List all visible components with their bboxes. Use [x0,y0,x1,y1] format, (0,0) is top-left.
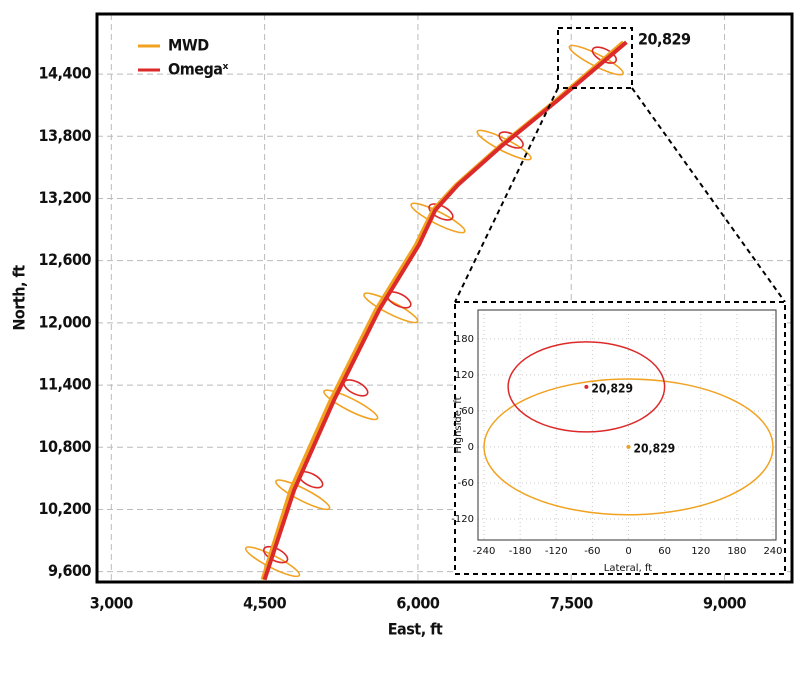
x-tick-label: 4,500 [243,594,287,613]
error-ellipse [483,378,774,516]
error-ellipse [507,341,666,433]
zoom-connector [631,87,786,303]
legend-label: Omegaˣ [168,60,229,79]
x-tick-label: 0 [625,546,631,557]
inset-frame [454,301,786,575]
error-ellipse [410,202,466,234]
inset-y-axis-title: Highside, ft [453,396,464,453]
x-tick-label: 240 [763,546,782,557]
y-tick-label: 120 [455,370,474,381]
main-plot: 3,000 4,500 6,000 7,500 9,000 9,600 10,200 10,8… [38,14,792,613]
point [584,384,589,389]
point-label: 20,829 [634,441,676,455]
x-tick-label: 120 [691,546,710,557]
y-tick-label: 12,600 [38,250,91,269]
x-tick-label: 3,000 [90,594,134,613]
x-tick-label: -180 [509,546,532,557]
x-tick-label: 180 [727,546,746,557]
annotation: 20,829 [638,30,691,49]
x-tick-label: 9,000 [703,594,747,613]
legend-label: MWD [168,36,209,55]
x-tick-label: 60 [658,546,671,557]
y-tick-label: -60 [458,478,474,489]
x-tick-label: 7,500 [550,594,594,613]
y-tick-label: 13,800 [38,126,91,145]
error-ellipse [363,292,419,324]
zoom-connector [454,87,559,303]
error-ellipse [275,479,331,511]
x-tick-label: -240 [473,546,496,557]
series-line [262,40,628,581]
inset-plot-frame [477,309,777,541]
error-ellipse [428,203,454,221]
y-tick-label: 180 [455,334,474,345]
inset-x-axis-title: Lateral, ft [604,563,652,574]
point-label: 20,829 [591,381,633,395]
y-tick-label: 10,200 [38,499,91,518]
y-tick-label: 0 [468,442,474,453]
zoom-box [557,27,633,89]
y-tick-label: 60 [461,406,474,417]
x-tick-label: -120 [545,546,568,557]
inset-plot: -240 -180 -120 -60 0 60 120 180 240 -120 -60 0 60 120… [451,310,783,557]
y-tick-label: 14,400 [38,64,91,83]
y-tick-label: 10,800 [38,437,91,456]
x-axis-title: East, ft [388,620,443,639]
y-tick-label: 12,000 [38,312,91,331]
x-tick-label: 6,000 [396,594,440,613]
y-tick-label: -120 [451,514,474,525]
plot-frame [95,12,794,584]
error-ellipse [323,389,379,421]
point [626,444,631,449]
y-tick-label: 13,200 [38,188,91,207]
x-tick-label: -60 [584,546,600,557]
y-tick-label: 11,400 [38,375,91,394]
y-axis-title: North, ft [10,265,29,331]
y-tick-label: 9,600 [48,561,92,580]
